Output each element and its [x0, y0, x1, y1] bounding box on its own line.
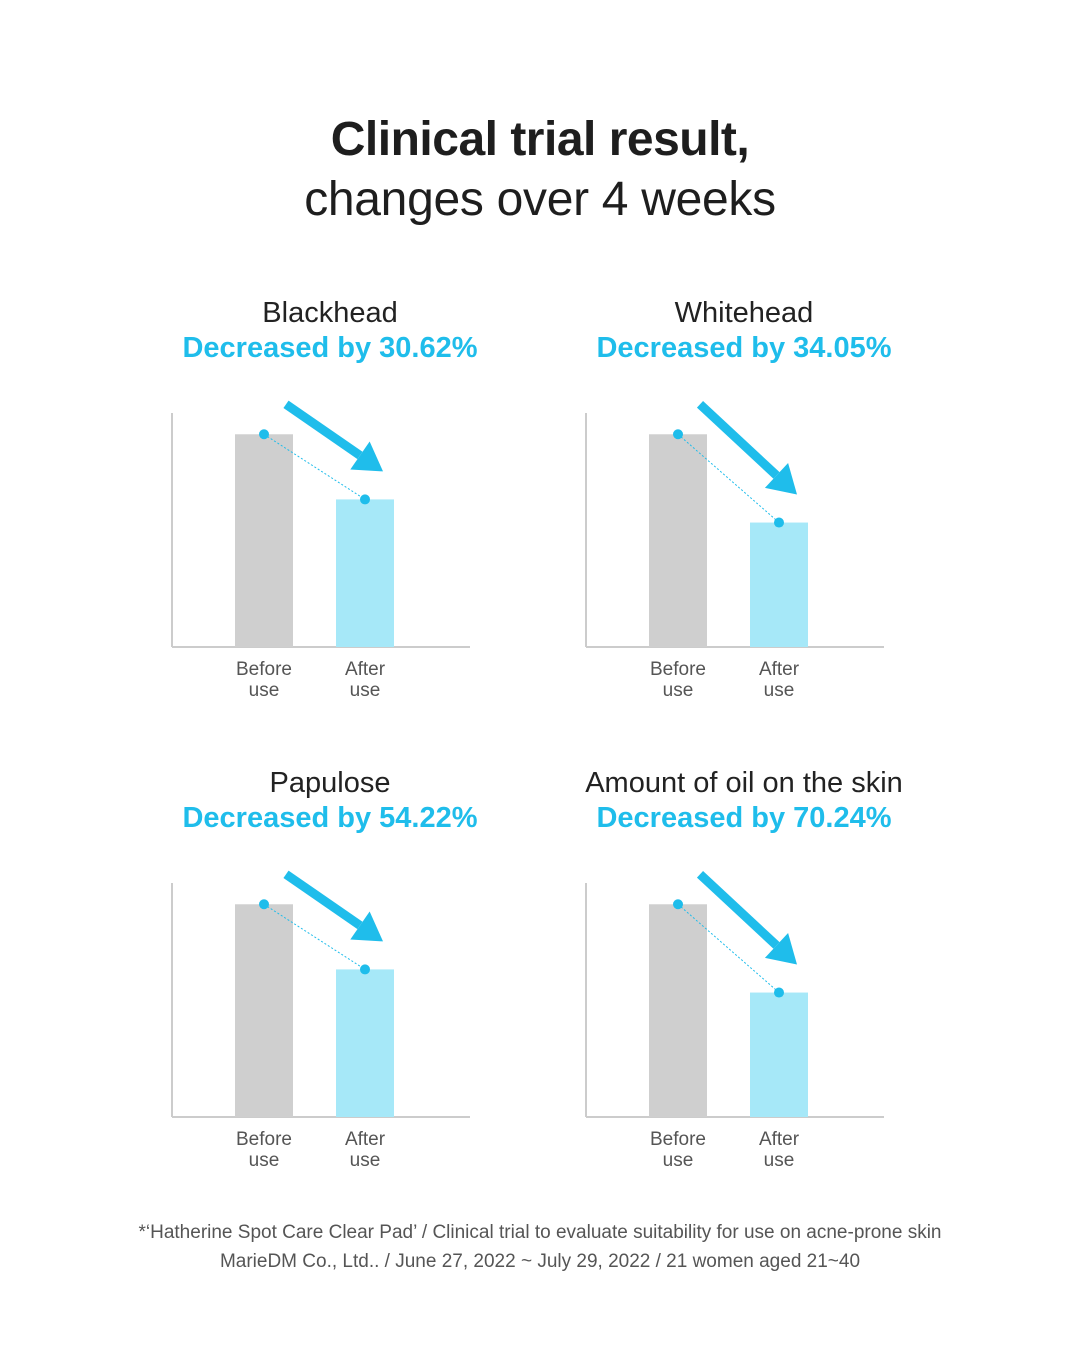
marker-after-use: [774, 517, 784, 528]
chart-panel-whitehead: Before use After use Whitehead Decreased by…: [524, 295, 964, 725]
marker-after-use: [360, 494, 370, 505]
x-tick-label: After use: [759, 659, 800, 701]
chart-delta-label: Decreased by 70.24%: [596, 802, 892, 834]
trend-connector-line: [263, 903, 366, 970]
chart-panel-papulose: Before use After use Papulose Decreased by …: [110, 765, 550, 1195]
x-tick-label: Before use: [236, 659, 292, 701]
chart-delta-label: Decreased by 54.22%: [182, 802, 478, 834]
chart-metric-label: Papulose: [269, 767, 391, 799]
x-tick-label-line: Before: [236, 659, 292, 680]
x-tick-label-line: After: [759, 1129, 800, 1150]
chart-delta-label: Decreased by 30.62%: [182, 332, 478, 364]
x-tick-label-line: use: [764, 680, 795, 701]
x-tick-label-line: use: [350, 680, 381, 701]
x-tick-label-line: use: [350, 1150, 381, 1171]
x-tick-label-line: Before: [650, 659, 706, 680]
chart-metric-label: Amount of oil on the skin: [585, 767, 903, 799]
x-tick-label-line: After: [759, 659, 800, 680]
marker-before-use: [673, 899, 683, 910]
marker-before-use: [259, 429, 269, 440]
decrease-arrow-head-icon: [764, 933, 797, 965]
x-tick-label-line: use: [663, 1150, 694, 1171]
x-tick-label: After use: [345, 659, 386, 701]
footnote-line-2: MarieDM Co., Ltd.. / June 27, 2022 ~ Jul…: [219, 1251, 861, 1272]
marker-after-use: [360, 964, 370, 975]
title-line-2: changes over 4 weeks: [304, 173, 776, 226]
bar-after-use: [750, 992, 808, 1117]
marker-before-use: [673, 429, 683, 440]
chart-metric-label: Whitehead: [674, 297, 814, 329]
marker-after-use: [774, 987, 784, 998]
x-tick-label: Before use: [650, 659, 706, 701]
marker-before-use: [259, 899, 269, 910]
footnote: *‘Hatherine Spot Care Clear Pad’ / Clini…: [0, 1218, 1080, 1276]
page-title: Clinical trial result, changes over 4 we…: [0, 110, 1080, 230]
chart-panel-blackhead: Before use After use Blackhead Decreased by…: [110, 295, 550, 725]
x-tick-label-line: use: [663, 680, 694, 701]
title-line-1: Clinical trial result,: [330, 113, 750, 166]
bar-after-use: [750, 522, 808, 647]
footnote-line-1: *‘Hatherine Spot Care Clear Pad’ / Clini…: [138, 1222, 942, 1243]
trend-connector-line: [263, 433, 366, 500]
chart-metric-label: Blackhead: [262, 297, 398, 329]
decrease-arrow-shaft: [696, 870, 780, 949]
bar-before-use: [235, 434, 293, 647]
bar-before-use: [649, 904, 707, 1117]
x-tick-label-line: Before: [236, 1129, 292, 1150]
x-tick-label-line: use: [764, 1150, 795, 1171]
x-tick-label-line: Before: [650, 1129, 706, 1150]
x-tick-label: Before use: [236, 1129, 292, 1171]
bar-after-use: [336, 499, 394, 647]
chart-delta-label: Decreased by 34.05%: [596, 332, 892, 364]
decrease-arrow-shaft: [283, 870, 363, 930]
bar-after-use: [336, 969, 394, 1117]
decrease-arrow-head-icon: [764, 463, 797, 495]
chart-panel-oil: Before use After use Amount of oil on the s…: [524, 765, 964, 1195]
x-tick-label-line: use: [249, 1150, 280, 1171]
x-tick-label-line: After: [345, 659, 386, 680]
decrease-arrow-head-icon: [350, 911, 383, 942]
x-tick-label: After use: [345, 1129, 386, 1171]
decrease-arrow-head-icon: [350, 441, 383, 472]
x-tick-label-line: After: [345, 1129, 386, 1150]
bar-before-use: [235, 904, 293, 1117]
bar-before-use: [649, 434, 707, 647]
decrease-arrow-shaft: [283, 400, 363, 460]
x-tick-label: After use: [759, 1129, 800, 1171]
x-tick-label-line: use: [249, 680, 280, 701]
x-tick-label: Before use: [650, 1129, 706, 1171]
decrease-arrow-shaft: [696, 400, 780, 479]
